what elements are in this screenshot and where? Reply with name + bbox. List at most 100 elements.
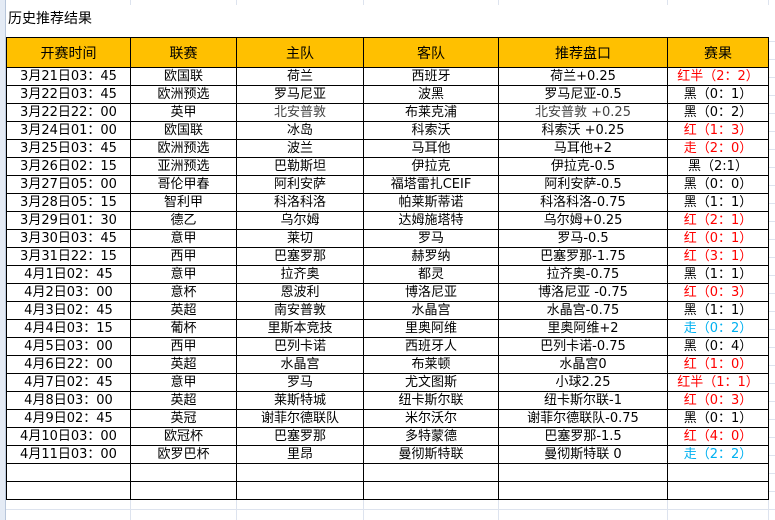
- cell-away[interactable]: 波黑: [363, 85, 499, 104]
- cell-result[interactable]: 黑（1：1）: [667, 301, 769, 320]
- cell-league[interactable]: 葡杯: [130, 319, 237, 338]
- cell-home[interactable]: 拉齐奥: [236, 265, 364, 284]
- cell-away[interactable]: 西班牙: [363, 67, 499, 86]
- cell-result[interactable]: 红（4：0）: [667, 427, 769, 446]
- cell-time[interactable]: 4月11日03：00: [6, 445, 131, 464]
- cell-time[interactable]: 3月31日22：15: [6, 247, 131, 266]
- sheet-title[interactable]: 历史推荐结果: [8, 8, 98, 30]
- cell-league[interactable]: 智利甲: [130, 193, 237, 212]
- cell-result[interactable]: 黑（2:1）: [667, 157, 769, 176]
- cell-league[interactable]: 英冠: [130, 409, 237, 428]
- cell-result[interactable]: 黑（0：4）: [667, 337, 769, 356]
- cell-home[interactable]: 莱斯特城: [236, 391, 364, 410]
- cell-pick[interactable]: 伊拉克-0.5: [498, 157, 668, 176]
- cell-result[interactable]: 红（0：1）: [667, 229, 769, 248]
- cell-away[interactable]: 布莱克浦: [363, 103, 499, 122]
- cell-league[interactable]: 欧洲预选: [130, 85, 237, 104]
- col-header-away[interactable]: 客队: [363, 37, 499, 68]
- empty-cell[interactable]: [6, 463, 131, 482]
- cell-home[interactable]: 里昂: [236, 445, 364, 464]
- cell-time[interactable]: 3月29日01：30: [6, 211, 131, 230]
- cell-time[interactable]: 4月3日02：45: [6, 301, 131, 320]
- cell-away[interactable]: 伊拉克: [363, 157, 499, 176]
- cell-time[interactable]: 4月6日22：00: [6, 355, 131, 374]
- cell-time[interactable]: 3月24日01：00: [6, 121, 131, 140]
- cell-pick[interactable]: 荷兰+0.25: [498, 67, 668, 86]
- empty-cell[interactable]: [667, 463, 769, 482]
- empty-cell[interactable]: [236, 481, 364, 500]
- cell-time[interactable]: 3月27日05：00: [6, 175, 131, 194]
- cell-time[interactable]: 3月22日03：45: [6, 85, 131, 104]
- cell-result[interactable]: 红（0：3）: [667, 391, 769, 410]
- cell-pick[interactable]: 马耳他+2: [498, 139, 668, 158]
- cell-home[interactable]: 莱切: [236, 229, 364, 248]
- cell-away[interactable]: 水晶宫: [363, 301, 499, 320]
- cell-home[interactable]: 巴塞罗那: [236, 427, 364, 446]
- empty-cell[interactable]: [498, 481, 668, 500]
- cell-home[interactable]: 罗马: [236, 373, 364, 392]
- cell-away[interactable]: 福塔雷扎CEIF: [363, 175, 499, 194]
- cell-home[interactable]: 乌尔姆: [236, 211, 364, 230]
- cell-league[interactable]: 意甲: [130, 265, 237, 284]
- col-header-league[interactable]: 联赛: [130, 37, 237, 68]
- cell-result[interactable]: 走（0：2）: [667, 319, 769, 338]
- cell-time[interactable]: 4月7日02：45: [6, 373, 131, 392]
- cell-league[interactable]: 意杯: [130, 283, 237, 302]
- cell-pick[interactable]: 巴塞罗那-1.5: [498, 427, 668, 446]
- empty-cell[interactable]: [236, 463, 364, 482]
- cell-result[interactable]: 红（1：3）: [667, 121, 769, 140]
- cell-home[interactable]: 恩波利: [236, 283, 364, 302]
- cell-league[interactable]: 英甲: [130, 103, 237, 122]
- cell-home[interactable]: 北安普敦: [236, 103, 364, 122]
- cell-time[interactable]: 4月5日03：00: [6, 337, 131, 356]
- cell-away[interactable]: 博洛尼亚: [363, 283, 499, 302]
- cell-result[interactable]: 黑（1：1）: [667, 265, 769, 284]
- cell-pick[interactable]: 阿利安萨-0.5: [498, 175, 668, 194]
- cell-result[interactable]: 黑（0：1）: [667, 409, 769, 428]
- cell-pick[interactable]: 谢菲尔德联队-0.75: [498, 409, 668, 428]
- cell-home[interactable]: 谢菲尔德联队: [236, 409, 364, 428]
- cell-pick[interactable]: 水晶宫-0.75: [498, 301, 668, 320]
- empty-cell[interactable]: [498, 463, 668, 482]
- cell-result[interactable]: 黑（1：1）: [667, 193, 769, 212]
- cell-home[interactable]: 南安普敦: [236, 301, 364, 320]
- cell-pick[interactable]: 科洛科洛-0.75: [498, 193, 668, 212]
- cell-result[interactable]: 黑（0：2）: [667, 103, 769, 122]
- cell-time[interactable]: 4月4日03：15: [6, 319, 131, 338]
- cell-league[interactable]: 德乙: [130, 211, 237, 230]
- cell-league[interactable]: 英超: [130, 355, 237, 374]
- empty-cell[interactable]: [667, 481, 769, 500]
- cell-home[interactable]: 荷兰: [236, 67, 364, 86]
- cell-league[interactable]: 西甲: [130, 337, 237, 356]
- col-header-time[interactable]: 开赛时间: [6, 37, 131, 68]
- title-cell[interactable]: [6, 5, 775, 37]
- cell-result[interactable]: 红（3：1）: [667, 247, 769, 266]
- cell-away[interactable]: 多特蒙德: [363, 427, 499, 446]
- cell-time[interactable]: 3月25日03：45: [6, 139, 131, 158]
- cell-time[interactable]: 3月28日05：15: [6, 193, 131, 212]
- cell-away[interactable]: 都灵: [363, 265, 499, 284]
- col-header-result[interactable]: 赛果: [667, 37, 769, 68]
- cell-home[interactable]: 巴塞罗那: [236, 247, 364, 266]
- cell-home[interactable]: 巴列卡诺: [236, 337, 364, 356]
- cell-away[interactable]: 赫罗纳: [363, 247, 499, 266]
- cell-home[interactable]: 阿利安萨: [236, 175, 364, 194]
- empty-cell[interactable]: [363, 481, 499, 500]
- cell-time[interactable]: 4月1日02：45: [6, 265, 131, 284]
- cell-away[interactable]: 帕莱斯蒂诺: [363, 193, 499, 212]
- cell-result[interactable]: 红（2：1）: [667, 211, 769, 230]
- cell-away[interactable]: 曼彻斯特联: [363, 445, 499, 464]
- cell-pick[interactable]: 博洛尼亚 -0.75: [498, 283, 668, 302]
- cell-time[interactable]: 4月2日03：00: [6, 283, 131, 302]
- cell-time[interactable]: 4月8日03：00: [6, 391, 131, 410]
- cell-league[interactable]: 意甲: [130, 373, 237, 392]
- cell-away[interactable]: 科索沃: [363, 121, 499, 140]
- cell-result[interactable]: 红半（2：2）: [667, 67, 769, 86]
- cell-pick[interactable]: 北安普敦 +0.25: [498, 103, 668, 122]
- cell-time[interactable]: 3月22日22：00: [6, 103, 131, 122]
- cell-result[interactable]: 红（0：3）: [667, 283, 769, 302]
- cell-pick[interactable]: 罗马尼亚-0.5: [498, 85, 668, 104]
- cell-time[interactable]: 3月30日03：45: [6, 229, 131, 248]
- cell-result[interactable]: 红（1：0）: [667, 355, 769, 374]
- cell-league[interactable]: 英超: [130, 301, 237, 320]
